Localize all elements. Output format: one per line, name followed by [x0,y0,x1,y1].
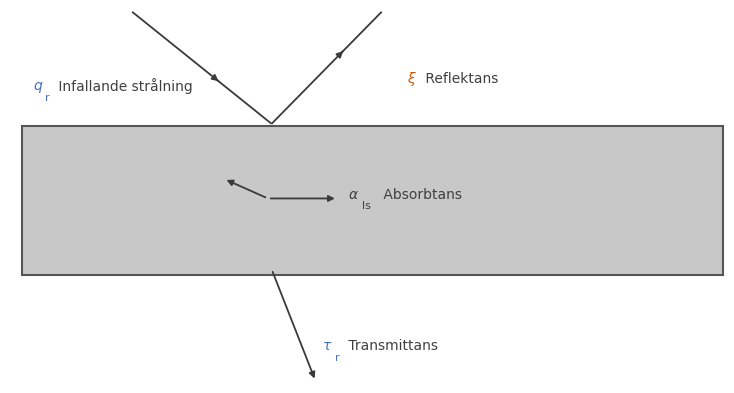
Text: τ: τ [323,339,331,353]
Text: r: r [45,93,49,103]
Text: ξ: ξ [407,72,415,86]
Text: α: α [349,187,357,202]
Text: Infallande strålning: Infallande strålning [54,79,192,94]
Bar [22,126,723,275]
Text: Reflektans: Reflektans [421,72,498,86]
Text: Transmittans: Transmittans [344,339,437,353]
Text: Absorbtans: Absorbtans [379,187,462,202]
Text: q: q [33,79,42,94]
Text: ls: ls [362,201,371,211]
Text: r: r [335,353,339,363]
